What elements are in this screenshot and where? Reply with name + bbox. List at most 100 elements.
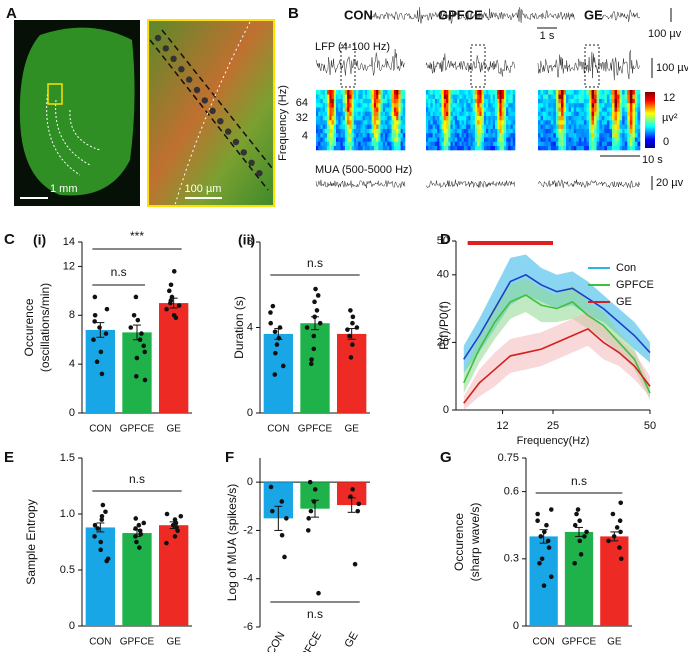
spectrogram-cell — [457, 132, 460, 138]
spectrogram-cell — [430, 120, 433, 125]
spectrogram-cell — [470, 90, 473, 95]
spectrogram-cell — [581, 120, 585, 125]
spectrogram-cell — [364, 132, 368, 138]
spectrogram-cell — [490, 124, 493, 129]
spectrogram-cell — [492, 120, 496, 125]
spectrogram-cell — [508, 90, 511, 95]
spectrogram-cell — [316, 137, 319, 142]
spectrogram-cell — [318, 102, 321, 108]
spectrogram-cell — [400, 120, 404, 125]
spectrogram-cell — [632, 124, 636, 129]
spectrogram-cell — [490, 145, 493, 151]
spectrogram-cell — [459, 128, 462, 134]
spectrogram-cell — [344, 145, 348, 151]
spectrogram-cell — [563, 107, 567, 112]
spectrogram-cell — [338, 145, 341, 151]
spectrogram-cell — [450, 107, 453, 112]
spectrogram-cell — [555, 124, 559, 129]
spectrogram-cell — [331, 141, 335, 146]
y-axis-label: (oscillations/min) — [38, 283, 52, 372]
spectrogram-cell — [378, 102, 381, 108]
spectrogram-cell — [371, 98, 375, 104]
data-point — [312, 299, 317, 305]
spectrogram-cell — [396, 98, 399, 104]
spectrogram-cell — [501, 141, 505, 146]
spectrogram-cell — [441, 124, 445, 129]
spectrogram-cell — [506, 115, 509, 121]
spectrogram-cell — [364, 111, 368, 116]
spectrogram-cell — [576, 94, 580, 99]
spectrogram-cell — [512, 145, 516, 151]
spectrogram-cell — [466, 111, 469, 116]
spectrogram-cell — [573, 115, 577, 121]
data-point — [98, 547, 104, 553]
spectrogram-cell — [591, 111, 595, 116]
spectrogram-cell — [340, 111, 343, 116]
x-tick-label: GE — [607, 637, 622, 648]
spectrogram-cell — [483, 102, 487, 108]
probe-site — [154, 34, 162, 42]
zoom-region — [47, 83, 63, 105]
spectrogram-cell — [474, 111, 478, 116]
spectrogram-cell — [624, 102, 628, 108]
spectrogram-cell — [347, 141, 350, 146]
spectrogram-cell — [324, 102, 328, 108]
spectrogram-cell — [581, 111, 585, 116]
data-point — [538, 534, 544, 539]
spectrogram-cell — [627, 107, 631, 112]
spectrogram-cell — [432, 111, 436, 116]
spectrogram-cell — [380, 94, 383, 99]
spectrogram-cell — [329, 120, 332, 125]
spectrogram-cell — [358, 111, 361, 116]
spectrogram-cell — [376, 107, 379, 112]
spectrogram-cell — [486, 98, 489, 104]
spectrogram-cell — [331, 111, 335, 116]
spectrogram-cell — [342, 145, 346, 151]
spectrogram-cell — [364, 102, 368, 108]
spectrogram-cell — [578, 132, 582, 138]
spectrogram-cell — [391, 120, 395, 125]
spectrogram-cell — [599, 115, 602, 121]
spectrogram-cell — [450, 128, 453, 134]
data-point — [546, 545, 552, 550]
spectrogram-cell — [581, 132, 585, 138]
spectrogram-cell — [430, 111, 433, 116]
spectrogram-cell — [586, 98, 590, 104]
spectrogram-cell — [387, 145, 390, 151]
spectrogram-cell — [486, 124, 489, 129]
data-point — [307, 479, 313, 485]
spectrogram-cell — [329, 141, 332, 146]
spectrogram-cell — [459, 90, 462, 95]
data-point — [103, 331, 109, 336]
spectrogram-cell — [331, 107, 335, 112]
spectrogram-cell — [506, 90, 509, 95]
spectrogram-cell — [508, 94, 511, 99]
spectrogram-cell — [353, 102, 357, 108]
spectrogram-cell — [637, 132, 641, 138]
spectrogram-cell — [349, 120, 352, 125]
spectrogram-cell — [393, 124, 397, 129]
spectrogram-cell — [441, 115, 445, 121]
spectrogram-cell — [571, 90, 574, 95]
spectrogram-cell — [594, 141, 597, 146]
spectrogram-cell — [468, 141, 471, 146]
spectrogram-cell — [466, 128, 469, 134]
spectrogram-cell — [601, 94, 605, 99]
data-point — [311, 346, 317, 352]
spectrogram-cell — [470, 141, 473, 146]
spectrogram-cell — [483, 90, 487, 95]
spectrogram-cell — [624, 145, 628, 151]
spectrogram-cell — [347, 111, 350, 116]
spectrogram-cell — [501, 90, 505, 95]
spectrogram-cell — [461, 107, 465, 112]
spectrogram-cell — [492, 94, 496, 99]
spectrogram-cell — [450, 115, 453, 121]
spectrogram-cell — [619, 128, 623, 134]
spectrogram-cell — [591, 128, 595, 134]
data-point — [313, 286, 318, 292]
spectrogram-cell — [499, 90, 502, 95]
spectrogram-cell — [320, 94, 323, 99]
data-point — [537, 560, 542, 566]
spectrogram-cell — [437, 107, 440, 112]
spectrogram-cell — [488, 90, 491, 95]
